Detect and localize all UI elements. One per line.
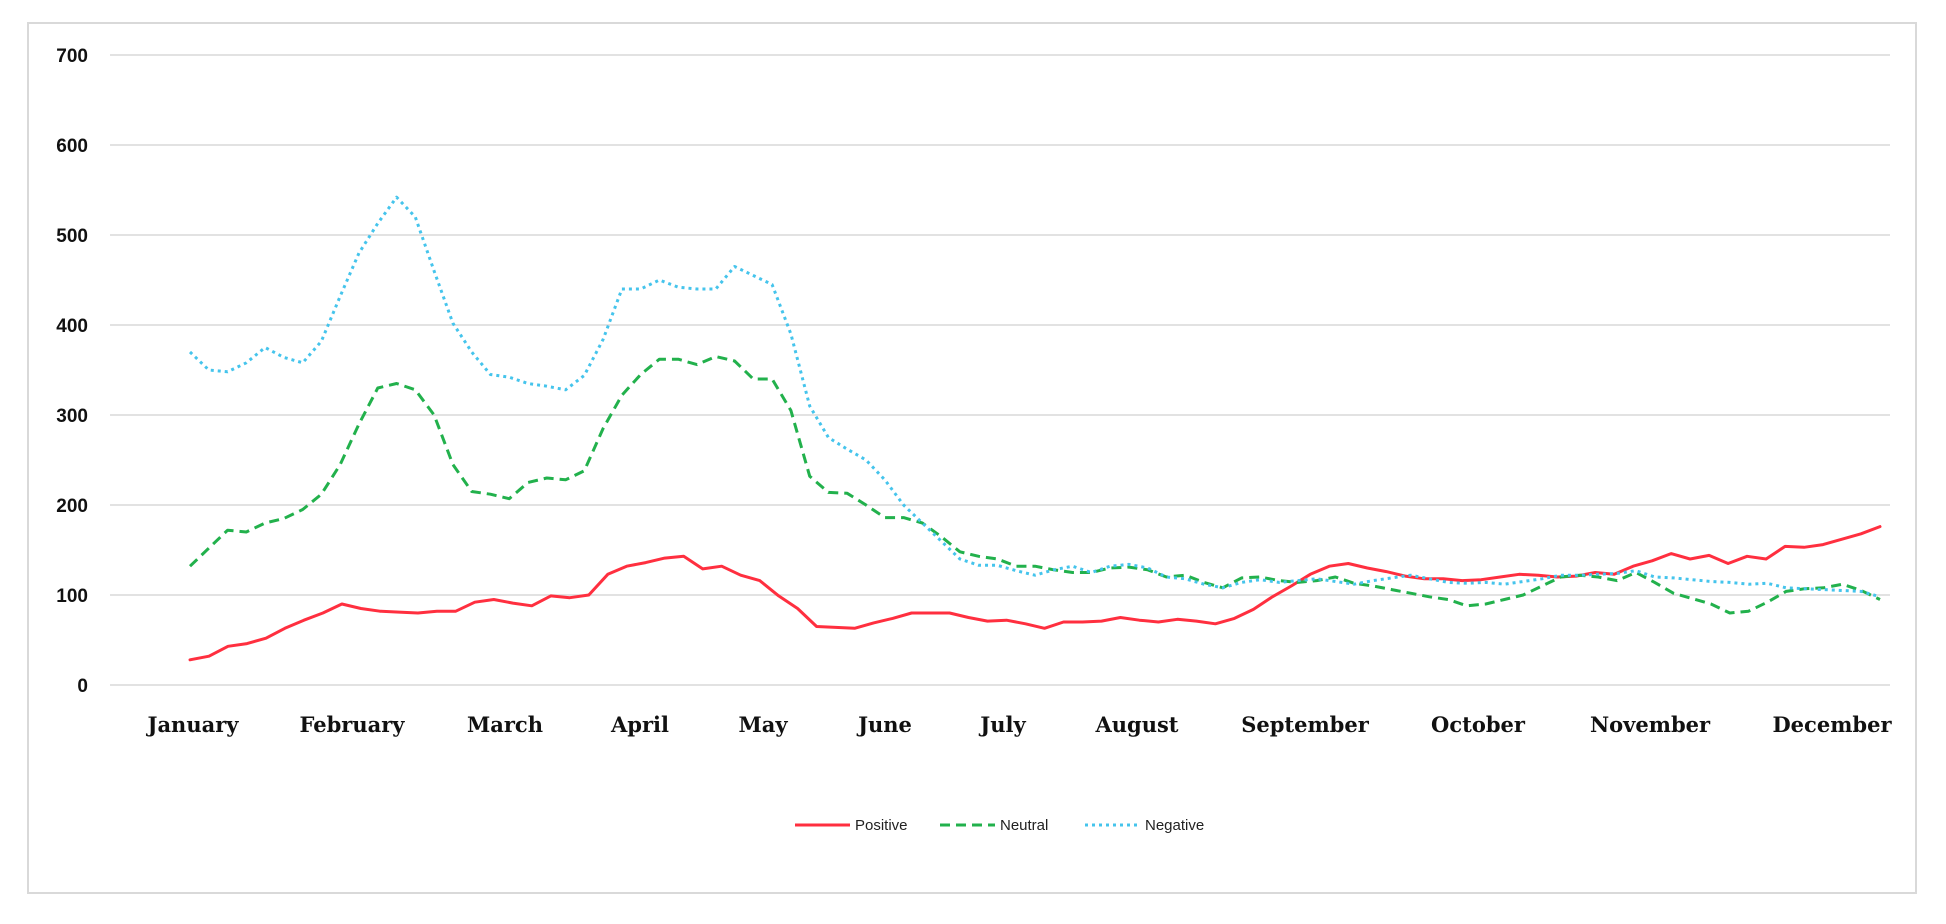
x-tick-label-july: July: [978, 712, 1026, 737]
x-tick-label-december: December: [1772, 712, 1892, 737]
y-tick-label: 200: [56, 496, 88, 517]
x-tick-label-august: August: [1094, 712, 1178, 737]
legend: Positive Neutral Negative: [795, 817, 1204, 834]
legend-label-negative: Negative: [1145, 817, 1204, 834]
x-tick-label-june: June: [856, 712, 912, 737]
y-tick-label: 500: [56, 226, 88, 247]
gridlines: [110, 54, 1890, 686]
x-tick-label-november: November: [1590, 712, 1711, 737]
y-tick-label: 300: [56, 406, 88, 427]
series-line-neutral: [188, 355, 1881, 615]
x-tick-label-january: January: [146, 712, 240, 737]
y-tick-label: 100: [56, 586, 88, 607]
y-axis: 0 100 200 300 400 500 600 700: [56, 46, 88, 697]
y-tick-label: 0: [77, 676, 88, 697]
y-tick-label: 700: [56, 46, 88, 67]
x-tick-label-april: April: [610, 712, 669, 737]
y-tick-label: 600: [56, 136, 88, 157]
legend-label-neutral: Neutral: [1000, 817, 1048, 834]
series-lines: [188, 195, 1882, 662]
x-tick-label-february: February: [299, 712, 405, 737]
x-tick-label-october: October: [1431, 712, 1526, 737]
x-tick-label-may: May: [738, 712, 788, 737]
x-axis: January February March April May June July Augu…: [146, 712, 1893, 737]
x-tick-label-march: March: [467, 712, 543, 737]
x-tick-label-september: September: [1241, 712, 1370, 737]
series-line-positive: [188, 525, 1882, 662]
series-line-negative: [188, 195, 1881, 599]
legend-label-positive: Positive: [855, 817, 908, 834]
y-tick-label: 400: [56, 316, 88, 337]
